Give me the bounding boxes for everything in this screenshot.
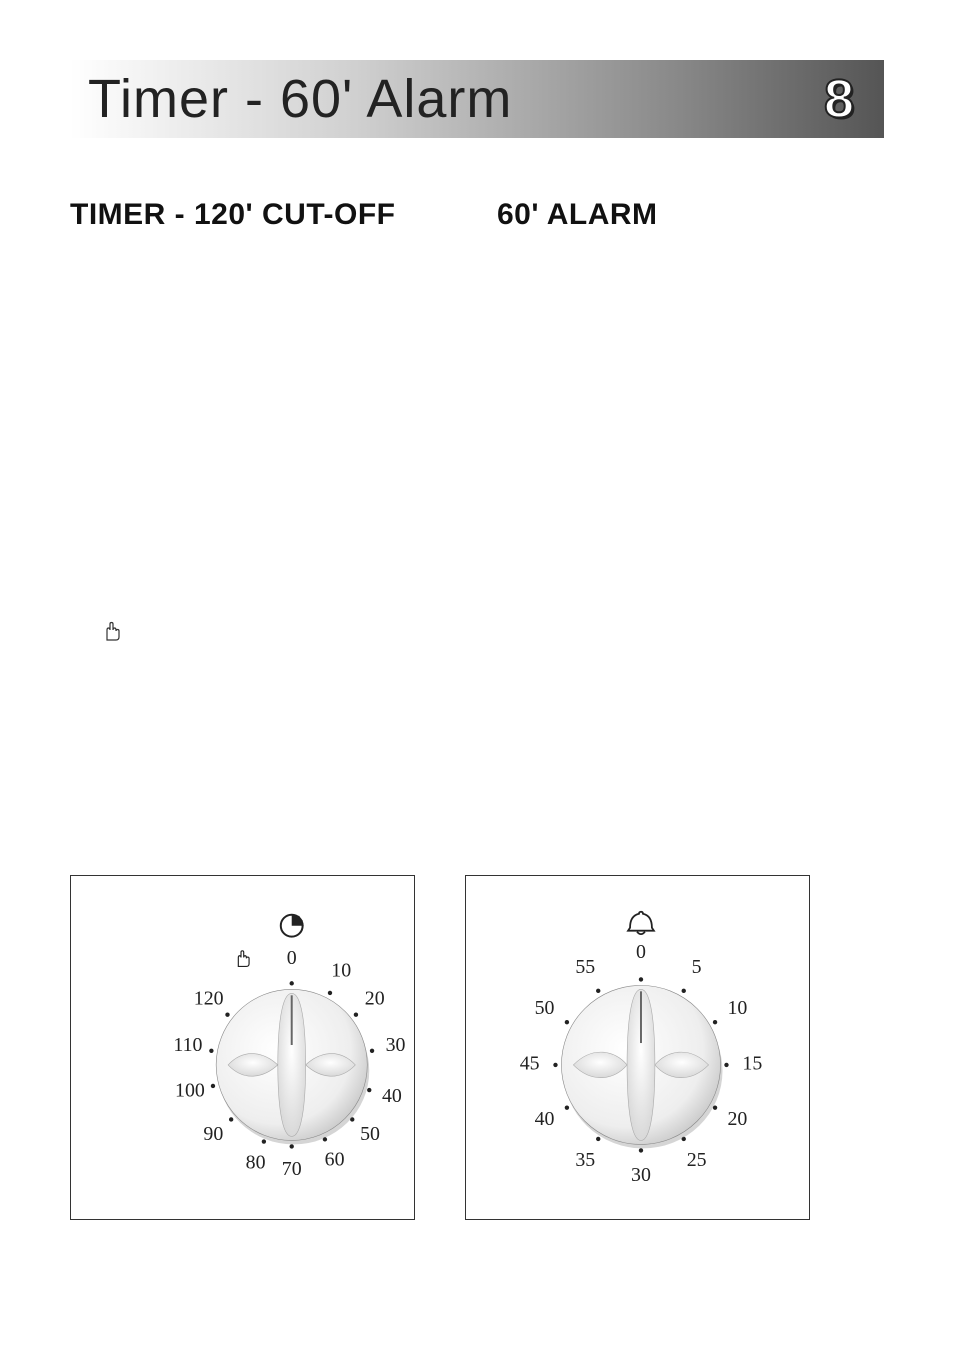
header-banner: Timer - 60' Alarm 8 — [70, 60, 884, 138]
dial-120-svg: 0 10 20 30 4050 60 70 80 90 100 110 120 — [71, 876, 414, 1219]
dial-tick-label: 0 — [636, 941, 646, 963]
subheading-row: TIMER - 120' CUT-OFF 60' ALARM — [70, 198, 884, 232]
dial-tick-label: 10 — [727, 997, 747, 1019]
dial-tick-label: 35 — [575, 1149, 595, 1171]
dial-tick-dot — [367, 1088, 371, 1092]
figure-alarm-60: 0 5 10 15 20 25 30 35 40 45 50 55 — [465, 875, 810, 1220]
dial-tick-dot — [639, 1148, 643, 1152]
dial-tick-dot — [713, 1020, 717, 1024]
dial-tick-dot — [262, 1139, 266, 1143]
dial-tick-dot — [290, 1144, 294, 1148]
hand-icon — [238, 951, 249, 967]
dial-tick-dot — [229, 1117, 233, 1121]
dial-tick-label: 50 — [535, 997, 555, 1019]
banner-title: Timer - 60' Alarm — [88, 68, 512, 130]
dial-tick-dot — [290, 981, 294, 985]
hand-icon — [100, 620, 124, 644]
dial-tick-dot — [596, 989, 600, 993]
dial-tick-dot — [639, 977, 643, 981]
dial-tick-label: 5 — [692, 956, 702, 978]
dial-tick-label: 40 — [535, 1108, 555, 1130]
dial-tick-label: 0 — [287, 947, 297, 969]
dial-tick-dot — [553, 1063, 557, 1067]
dial-tick-dot — [370, 1049, 374, 1053]
subheading-right-col: 60' ALARM — [497, 198, 884, 232]
dial-tick-label: 30 — [631, 1164, 651, 1186]
dial-tick-label: 50 — [360, 1123, 380, 1145]
dial-knob[interactable] — [561, 985, 722, 1148]
figure-timer-120: 0 10 20 30 4050 60 70 80 90 100 110 120 — [70, 875, 415, 1220]
dial-tick-label: 100 — [175, 1080, 205, 1102]
dial-tick-label: 45 — [520, 1052, 540, 1074]
subheading-left-col: TIMER - 120' CUT-OFF — [70, 198, 457, 232]
dial-tick-dot — [328, 991, 332, 995]
dial-tick-label: 70 — [282, 1158, 302, 1180]
dial-tick-label: 120 — [194, 988, 224, 1010]
dial-tick-label: 40 — [382, 1085, 402, 1107]
figure-row: 0102030405060708090100110120 — [70, 875, 884, 1220]
dial-tick-dot — [724, 1063, 728, 1067]
dial-tick-label: 80 — [246, 1151, 266, 1173]
dial-tick-dot — [211, 1084, 215, 1088]
dial-tick-dot — [565, 1105, 569, 1109]
bell-icon — [628, 912, 654, 934]
dial-tick-dot — [209, 1049, 213, 1053]
subheading-left: TIMER - 120' CUT-OFF — [70, 198, 457, 232]
dial-tick-dot — [354, 1013, 358, 1017]
dial-tick-label: 10 — [331, 959, 351, 981]
dial-tick-dot — [565, 1020, 569, 1024]
clock-timer-icon — [281, 915, 304, 937]
dial-tick-label: 110 — [173, 1034, 202, 1056]
dial-tick-label: 90 — [203, 1123, 223, 1145]
page-number: 8 — [824, 68, 854, 130]
dial-tick-dot — [682, 989, 686, 993]
dial-knob[interactable] — [216, 989, 369, 1144]
dial-tick-label: 30 — [386, 1034, 406, 1056]
dial-tick-label: 20 — [727, 1108, 747, 1130]
dial-tick-label: 20 — [365, 988, 385, 1010]
dial-tick-label: 60 — [325, 1149, 345, 1171]
subheading-right: 60' ALARM — [497, 198, 884, 232]
page-root: Timer - 60' Alarm 8 TIMER - 120' CUT-OFF… — [0, 0, 954, 1352]
dial-tick-dot — [225, 1013, 229, 1017]
dial-tick-dot — [596, 1137, 600, 1141]
dial-60-svg: 0 5 10 15 20 25 30 35 40 45 50 55 — [466, 876, 809, 1219]
dial-tick-label: 25 — [687, 1149, 707, 1171]
dial-tick-label: 55 — [575, 956, 595, 978]
dial-tick-label: 15 — [742, 1052, 762, 1074]
